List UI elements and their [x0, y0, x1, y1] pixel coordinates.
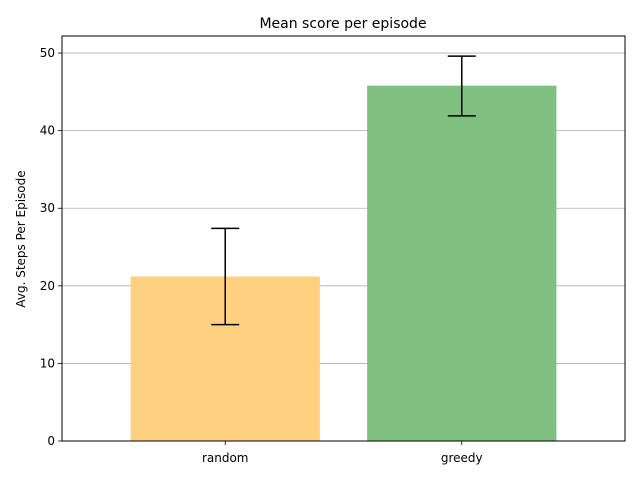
x-tick-label: random	[202, 451, 249, 465]
y-axis-label: Avg. Steps Per Episode	[14, 170, 28, 307]
x-tick-label: greedy	[441, 451, 483, 465]
y-tick-label: 10	[40, 356, 55, 370]
y-tick-label: 50	[40, 46, 55, 60]
chart-title: Mean score per episode	[259, 16, 426, 32]
y-tick-label: 40	[40, 124, 55, 138]
y-tick-label: 20	[40, 279, 55, 293]
bar-greedy	[367, 85, 557, 441]
y-tick-label: 0	[47, 434, 55, 448]
error-bars	[211, 55, 476, 326]
plot-frame	[61, 35, 626, 442]
axes	[58, 35, 626, 445]
y-tick-label: 30	[40, 201, 55, 215]
tick-labels: 0 10 20 30 40 50 random greedy	[40, 46, 483, 465]
